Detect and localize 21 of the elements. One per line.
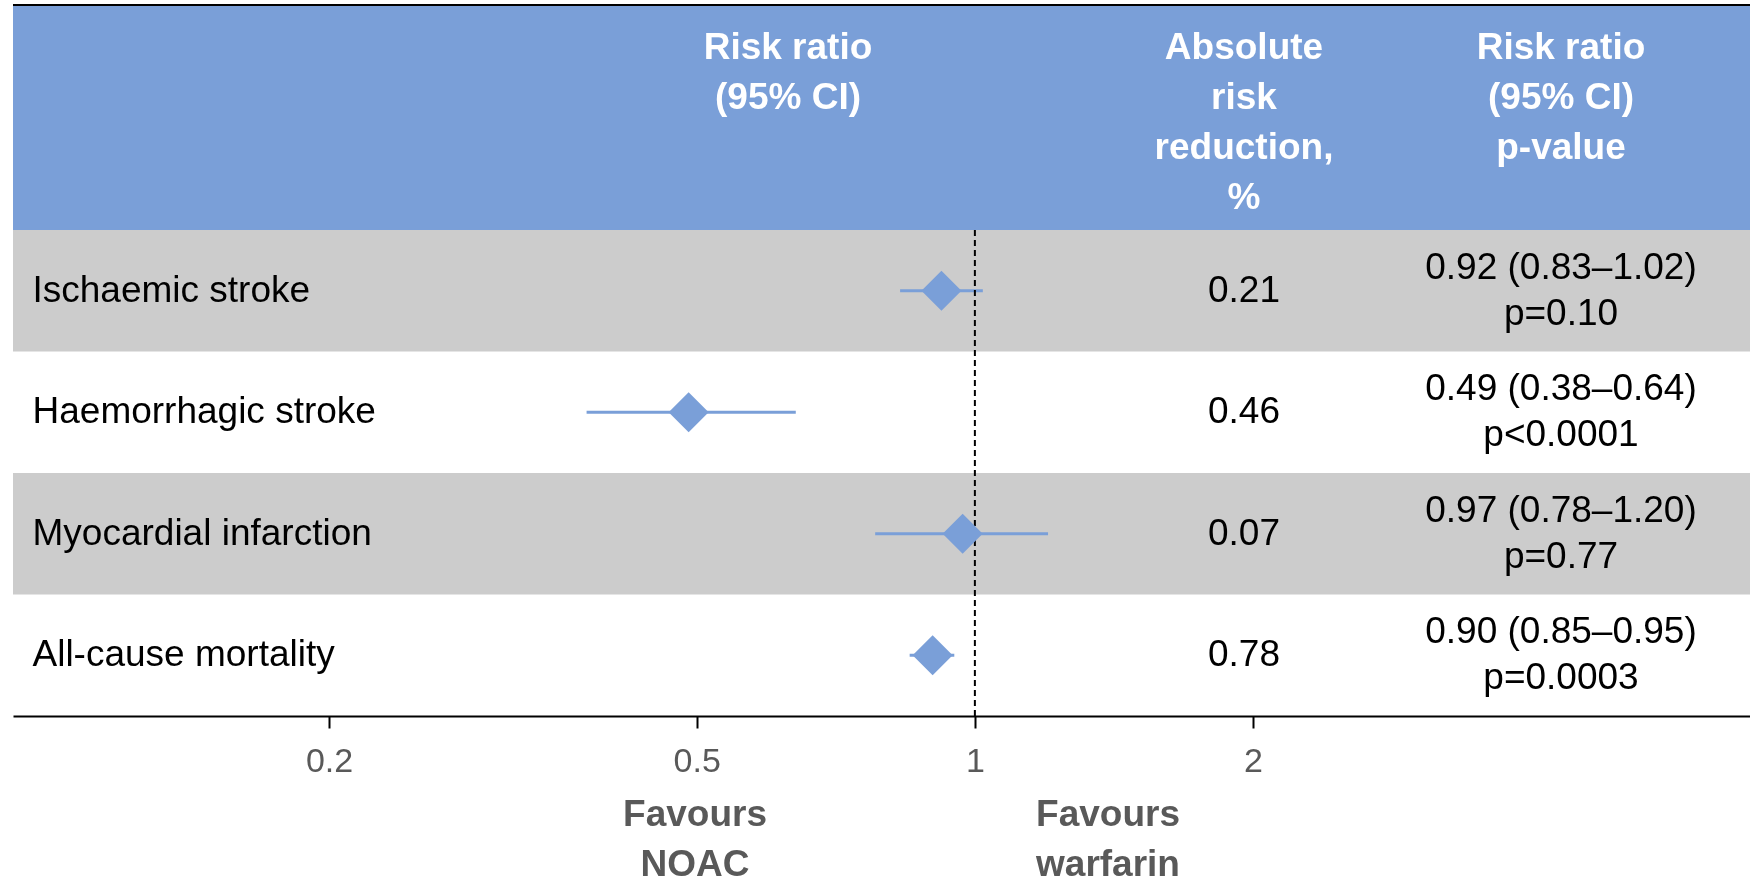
y-tick-label: Ischaemic stroke <box>32 268 311 310</box>
text: Absolute risk reduction, % <box>1154 26 1334 217</box>
y-tick-label: Haemorrhagic stroke <box>32 390 376 432</box>
y-tick-label: All-cause mortality <box>32 633 336 675</box>
annotation: 0.78 <box>1207 633 1281 675</box>
annotation: 0.46 <box>1207 390 1281 432</box>
annotation: 0.90 (0.85–0.95) p=0.0003 <box>1425 610 1697 698</box>
text: Favours warfarin <box>1035 793 1180 879</box>
annotation: 0.92 (0.83–1.02) p=0.10 <box>1425 245 1697 333</box>
annotation: 0.49 (0.38–0.64) p<0.0001 <box>1425 367 1697 455</box>
text: Risk ratio (95% CI) p-value <box>1476 26 1646 167</box>
annotation: 0.21 <box>1207 268 1281 310</box>
x-tick-label: 1 <box>965 740 985 779</box>
text: Favours NOAC <box>623 793 767 879</box>
x-tick-label: 2 <box>1244 740 1263 779</box>
x-tick-label: 0.2 <box>305 740 354 779</box>
x-tick-label: 0.5 <box>673 740 721 779</box>
y-tick-label: Myocardial infarction <box>32 511 372 553</box>
annotation: 0.07 <box>1207 511 1281 553</box>
x-axis-title: Risk ratio (95% CI) <box>703 26 873 117</box>
annotation: 0.97 (0.78–1.20) p=0.77 <box>1425 488 1697 576</box>
